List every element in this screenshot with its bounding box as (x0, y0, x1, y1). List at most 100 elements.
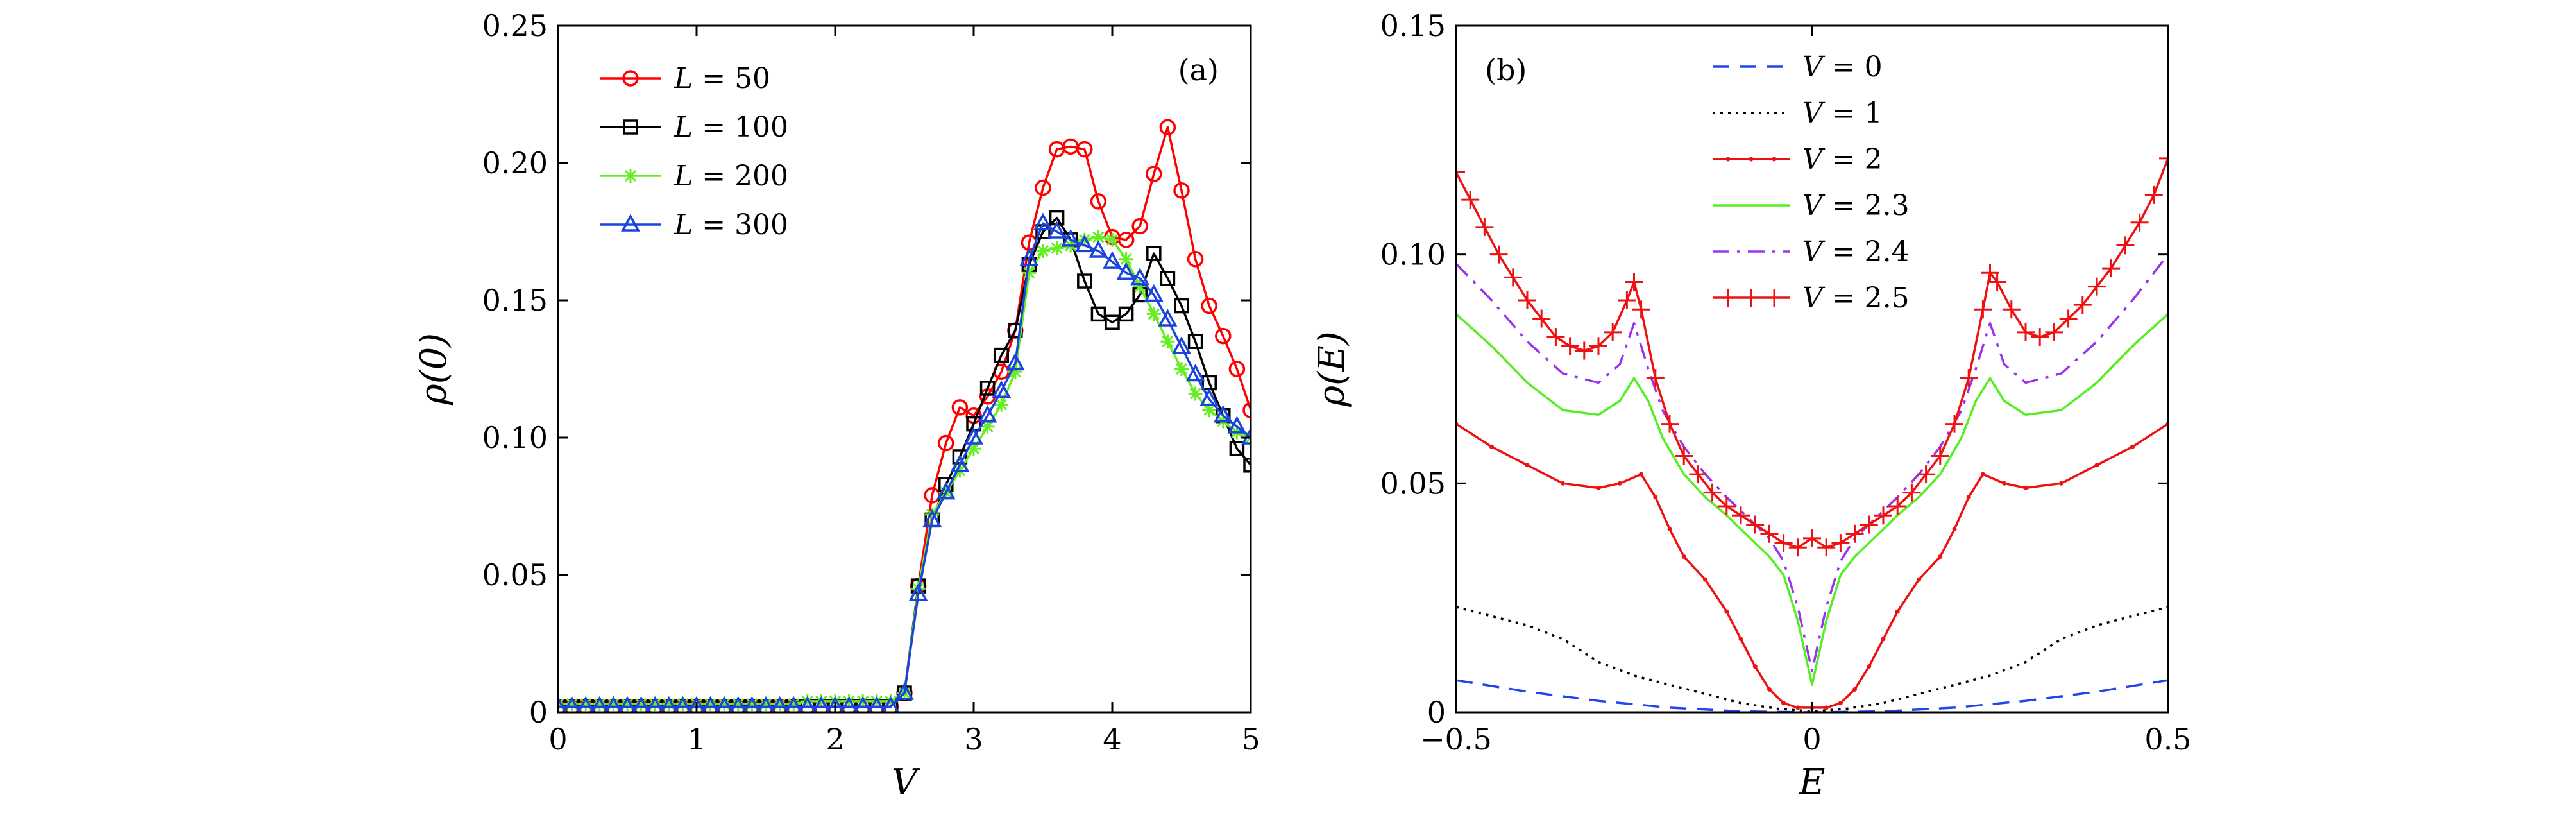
legend-label: V = 0 (1802, 51, 1883, 83)
data-point (826, 696, 844, 712)
y-tick-label: 0.15 (482, 283, 548, 318)
data-point (1852, 687, 1858, 692)
legend-marker (623, 119, 638, 135)
panel-b-ticks: −0.5 0 0.500.050.100.15 (1380, 8, 2192, 757)
legend-value: 2 (1865, 143, 1883, 176)
legend-equals: = (693, 160, 734, 193)
legend-label: V = 2.5 (1802, 282, 1910, 314)
data-point (1738, 637, 1743, 642)
legend-value: 2.5 (1865, 282, 1910, 314)
y-tick-label: 0.10 (482, 420, 548, 455)
data-point (1945, 415, 1963, 433)
data-point (967, 441, 981, 456)
data-point (799, 696, 817, 712)
data-point (1981, 264, 1999, 282)
legend-marker (1765, 289, 1783, 307)
legend-label: V = 2 (1802, 143, 1883, 176)
data-point (1243, 458, 1251, 473)
data-point (634, 697, 648, 712)
x-tick-label: 0.5 (2144, 722, 2191, 757)
data-point (745, 697, 759, 712)
series-line (1456, 679, 2168, 712)
legend-item: V = 1 (1713, 97, 1883, 130)
legend-variable: V (1802, 143, 1826, 176)
data-point (1803, 529, 1821, 547)
data-point (715, 696, 733, 712)
data-point (1617, 481, 1622, 486)
data-point (1199, 388, 1219, 406)
legend-value: 50 (734, 62, 770, 95)
legend-value: 0 (1865, 51, 1883, 83)
data-point (1681, 554, 1686, 559)
data-point (1518, 291, 1536, 309)
data-point (1561, 337, 1579, 355)
data-point (1105, 232, 1119, 247)
legend-item: V = 2.5 (1713, 282, 1910, 314)
data-point (1456, 163, 1465, 182)
data-point (1461, 191, 1480, 209)
legend-variable: L (674, 160, 693, 193)
data-point (1667, 527, 1672, 532)
data-point (2116, 236, 2135, 255)
data-point (800, 694, 815, 708)
data-point (1618, 291, 1636, 309)
x-tick-label: 0 (1802, 722, 1821, 757)
data-point (564, 697, 579, 712)
legend-item: V = 2.4 (1713, 235, 1910, 268)
panel-a-y-axis-label: ρ(0) (413, 333, 455, 406)
legend-label: L = 300 (674, 209, 788, 241)
data-point (1703, 577, 1707, 582)
data-point (1174, 362, 1189, 376)
legend-label: V = 2.4 (1802, 235, 1910, 268)
legend-equals: = (693, 62, 734, 95)
data-point (592, 697, 607, 712)
series-V-0 (1456, 679, 2168, 712)
x-tick-label: −0.5 (1420, 722, 1492, 757)
data-point (1817, 538, 1836, 557)
data-point (1575, 341, 1593, 360)
data-point (856, 694, 870, 708)
legend-marker (1719, 289, 1737, 307)
data-point (1974, 300, 1992, 319)
data-point (648, 697, 663, 712)
data-point (1604, 323, 1622, 341)
legend-label: V = 2.3 (1802, 189, 1910, 222)
data-point (951, 399, 969, 416)
panel-b-label: (b) (1485, 53, 1527, 87)
data-point (604, 696, 623, 712)
x-tick-label: 0 (548, 722, 567, 757)
panel-a-series (558, 119, 1251, 712)
data-point (1980, 472, 1985, 477)
data-point (1489, 444, 1494, 449)
data-point (1917, 577, 1921, 582)
legend-item: V = 2 (1713, 143, 1883, 176)
data-point (579, 697, 593, 712)
data-point (606, 697, 621, 712)
legend-marker (622, 70, 639, 87)
panel-a-plot-frame (557, 24, 1252, 714)
legend-marker (1742, 289, 1760, 307)
data-point (2102, 259, 2121, 278)
legend-equals: = (693, 209, 734, 241)
panel-a-x-axis-label: V (892, 762, 921, 803)
data-point (1005, 352, 1025, 371)
legend-item: L = 100 (600, 111, 788, 144)
data-point (922, 509, 942, 527)
legend-marker (1725, 157, 1731, 162)
data-point (1625, 273, 1643, 291)
data-point (1760, 524, 1779, 543)
legend-value: 200 (734, 160, 788, 193)
data-point (1661, 415, 1679, 433)
data-point (1229, 441, 1245, 456)
y-tick-label: 0.25 (482, 8, 548, 43)
data-point (2023, 485, 2028, 490)
data-point (1047, 221, 1067, 239)
legend-equals: = (1823, 51, 1865, 83)
data-point (812, 696, 831, 712)
series-line (1456, 253, 2168, 672)
legend-variable: V (1802, 51, 1826, 83)
data-point (2159, 149, 2168, 167)
legend-equals: = (693, 111, 734, 144)
data-point (620, 697, 634, 712)
